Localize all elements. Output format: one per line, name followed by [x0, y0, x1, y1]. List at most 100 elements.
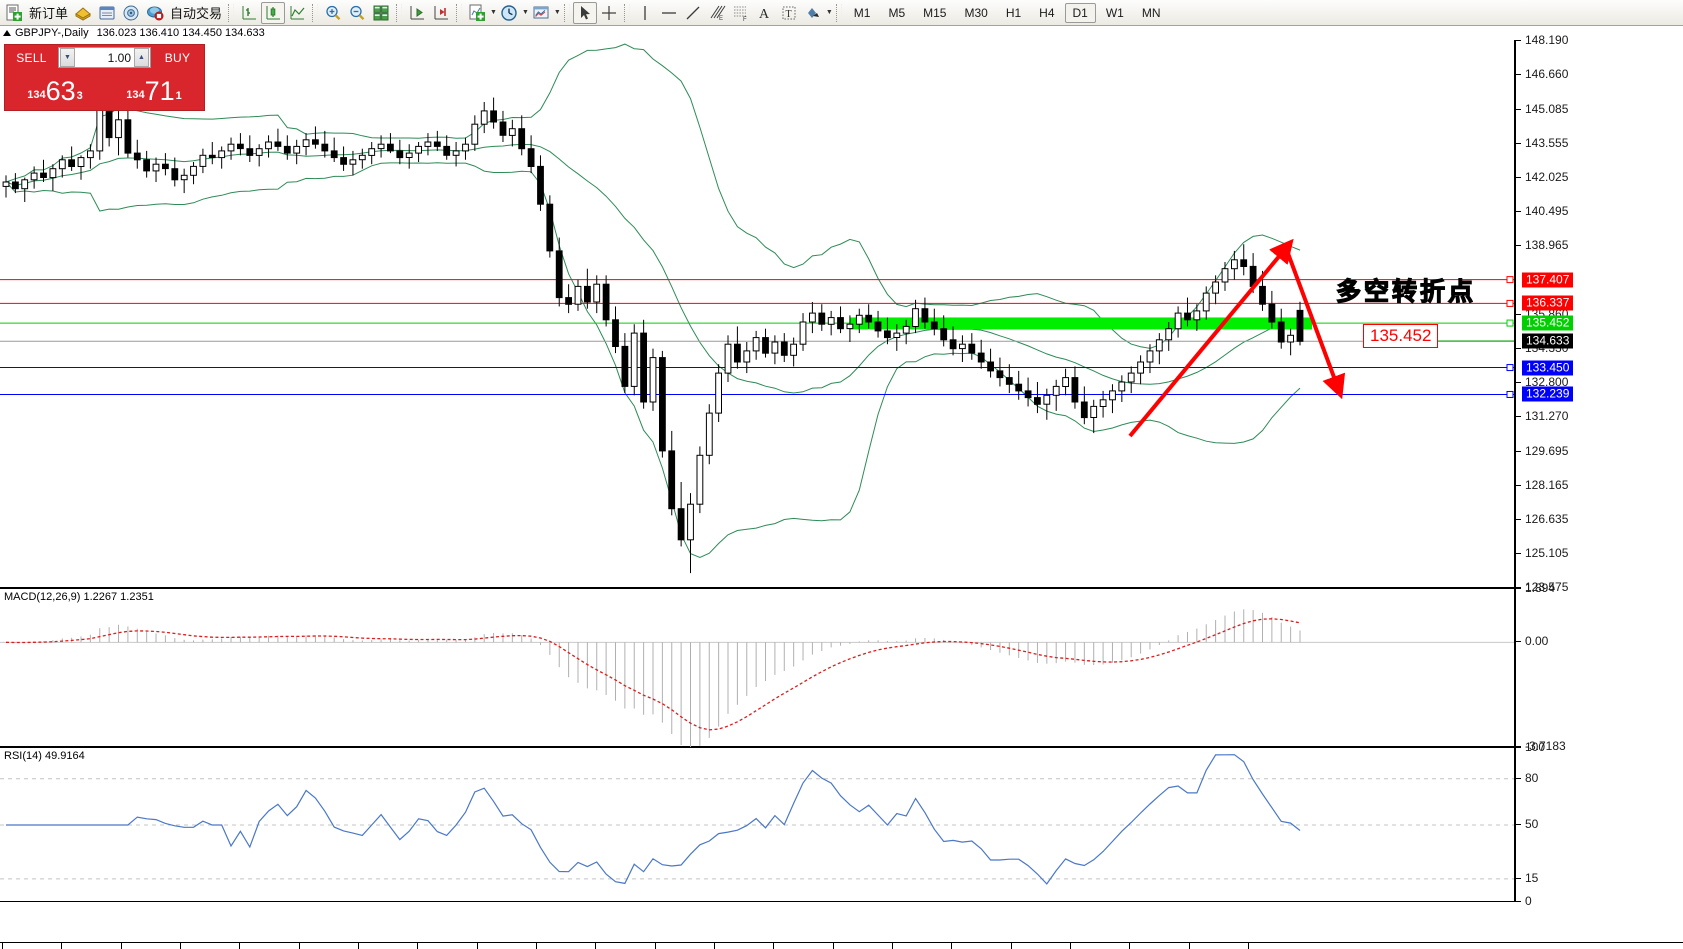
- zoom-in-button[interactable]: [321, 2, 345, 24]
- timeframe-button-d1[interactable]: D1: [1064, 2, 1096, 23]
- candle-body: [190, 165, 197, 176]
- macd-plot: [0, 609, 1514, 749]
- candle-body: [433, 141, 441, 147]
- macd-pane[interactable]: MACD(12,26,9) 1.2267 1.2351: [0, 588, 1515, 749]
- candle-body: [1043, 394, 1051, 405]
- channel-lines-icon: E: [710, 5, 726, 22]
- price-pane[interactable]: [0, 40, 1515, 588]
- candle-body: [40, 172, 47, 179]
- rsi-scale-label: 80: [1525, 770, 1539, 785]
- new-order-button[interactable]: [2, 2, 26, 24]
- sell-price-button[interactable]: 134 63 3: [7, 70, 103, 106]
- one-click-trading-panel[interactable]: SELL ▼ 1.00 ▲ BUY 134 63 3 134 71 1: [4, 44, 205, 111]
- horizontal-line-tool-button[interactable]: [657, 2, 681, 24]
- price-level-handle[interactable]: [1506, 299, 1514, 307]
- chevron-down-icon[interactable]: ▼: [553, 9, 561, 16]
- price-scale-label: 148.190: [1525, 33, 1569, 47]
- price-level-badge[interactable]: 137.407: [1522, 272, 1574, 288]
- timeframe-button-h1[interactable]: H1: [1005, 5, 1022, 20]
- line-chart-button[interactable]: [285, 2, 309, 24]
- rsi-scale-label: 0: [1525, 894, 1532, 908]
- price-level-handle[interactable]: [1506, 276, 1514, 284]
- new-chart-button[interactable]: [465, 2, 489, 24]
- collapse-triangle-icon[interactable]: [3, 30, 11, 36]
- candle-body: [1268, 303, 1276, 323]
- chevron-down-icon[interactable]: ▼: [490, 9, 497, 16]
- candle-body: [1024, 390, 1032, 399]
- templates-button[interactable]: [529, 2, 553, 24]
- crosshair-icon: [601, 5, 616, 20]
- volume-decrement-button[interactable]: ▼: [60, 48, 75, 67]
- auto-scroll-button[interactable]: [429, 2, 453, 24]
- price-level-handle[interactable]: [1506, 319, 1514, 327]
- zoom-out-button[interactable]: [345, 2, 369, 24]
- rsi-pane[interactable]: RSI(14) 49.9164: [0, 747, 1515, 902]
- price-level-badge[interactable]: 136.337: [1522, 295, 1574, 311]
- autotrading-button[interactable]: [143, 2, 167, 24]
- timeframe-button-w1[interactable]: W1: [1105, 5, 1124, 20]
- rsi-line: [6, 754, 1301, 885]
- date-axis-tick: [358, 943, 359, 949]
- buy-button-label[interactable]: BUY: [153, 47, 202, 68]
- candlestick-chart-button[interactable]: [261, 1, 286, 24]
- price-level-badge[interactable]: 132.239: [1522, 386, 1574, 402]
- price-scale-tick: [1516, 519, 1521, 520]
- chart-shift-button[interactable]: [405, 2, 429, 24]
- sell-button-label[interactable]: SELL: [7, 47, 56, 68]
- timeframe-button-h4[interactable]: H4: [1039, 5, 1055, 20]
- svg-text:A: A: [759, 7, 770, 22]
- bar-chart-button[interactable]: [237, 2, 261, 24]
- candle-body: [293, 145, 301, 154]
- text-label-tool-button[interactable]: T: [777, 2, 801, 24]
- period-button[interactable]: [497, 2, 521, 24]
- macd-label: MACD(12,26,9) 1.2267 1.2351: [4, 591, 154, 603]
- rsi-scale-label: 50: [1525, 817, 1539, 831]
- support-zone-band[interactable]: [850, 317, 1312, 330]
- price-scale-tick: [1516, 245, 1521, 246]
- chevron-down-icon[interactable]: ▼: [825, 9, 833, 16]
- price-level-badge[interactable]: 135.452: [1522, 315, 1574, 331]
- trendline-tool-button[interactable]: [681, 2, 705, 24]
- crosshair-tool-button[interactable]: [597, 2, 621, 24]
- price-scale-label: 143.555: [1525, 136, 1569, 150]
- price-level-badge[interactable]: 133.450: [1522, 360, 1574, 376]
- timeframe-button-m1[interactable]: M1: [853, 5, 871, 20]
- candle-body: [246, 148, 254, 156]
- price-level-handle[interactable]: [1506, 364, 1514, 372]
- expert-advisors-button[interactable]: [71, 2, 95, 24]
- price-scale[interactable]: 148.190 146.660 145.085 143.555 142.025 140.4…: [1515, 33, 1683, 908]
- shapes-tool-button[interactable]: [801, 2, 825, 24]
- chart-canvas-area[interactable]: MACD(12,26,9) 1.2267 1.2351 RSI(14) 49.9…: [0, 33, 1683, 949]
- price-level-badge[interactable]: 134.633: [1522, 333, 1574, 349]
- navigator-button[interactable]: [119, 2, 143, 24]
- chevron-down-icon[interactable]: ▼: [521, 9, 529, 16]
- timeframe-button-m15[interactable]: M15: [923, 5, 947, 20]
- buy-price-button[interactable]: 134 71 1: [106, 70, 202, 106]
- vertical-line-tool-button[interactable]: [633, 2, 657, 24]
- candle-body: [1155, 339, 1163, 352]
- volume-field[interactable]: ▼ 1.00 ▲: [58, 47, 151, 68]
- price-scale-label: 126.635: [1525, 512, 1569, 526]
- candle-body: [574, 285, 582, 305]
- tile-windows-button[interactable]: [369, 2, 393, 24]
- new-order-label[interactable]: 新订单: [29, 6, 69, 21]
- svg-text:F: F: [743, 17, 747, 22]
- text-tool-button[interactable]: A: [753, 2, 777, 24]
- timeframe-button-mn[interactable]: MN: [1141, 5, 1161, 20]
- candle-body: [358, 154, 366, 161]
- price-level-handle[interactable]: [1506, 390, 1514, 398]
- timeframe-button-m30[interactable]: M30: [964, 5, 988, 20]
- candle-body: [1080, 401, 1088, 419]
- volume-value[interactable]: 1.00: [107, 50, 131, 65]
- terminal-button[interactable]: [95, 2, 119, 24]
- equidistant-channel-button[interactable]: E: [705, 2, 729, 24]
- autotrading-label[interactable]: 自动交易: [170, 6, 223, 21]
- candle-body: [912, 308, 919, 328]
- timeframe-button-m5[interactable]: M5: [888, 5, 906, 20]
- cursor-tool-button[interactable]: [572, 1, 597, 24]
- price-scale-tick: [1516, 553, 1521, 554]
- volume-increment-button[interactable]: ▲: [134, 48, 149, 67]
- fibonacci-tool-button[interactable]: F: [729, 2, 753, 24]
- candle-body: [518, 128, 526, 150]
- price-scale-label: 125.105: [1525, 546, 1569, 560]
